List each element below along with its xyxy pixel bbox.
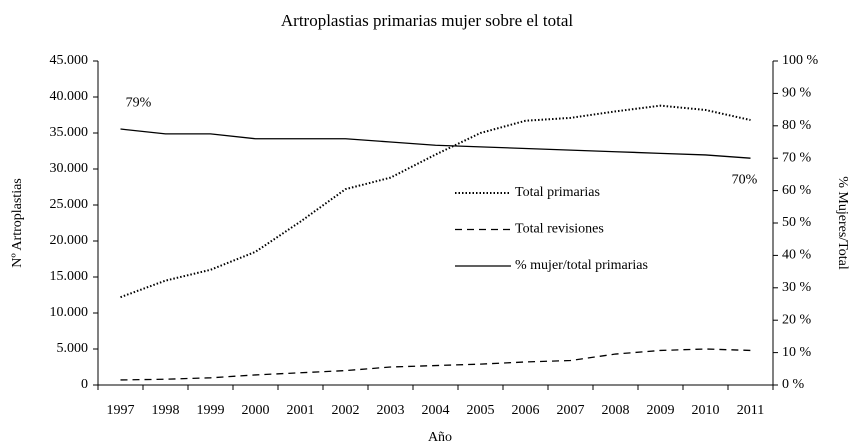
x-tick-label: 1998 [152, 403, 180, 418]
x-tick-label: 2009 [647, 403, 675, 418]
y2-tick-label: 40 % [782, 248, 812, 263]
x-tick-label: 2011 [737, 403, 764, 418]
y2-tick-label: 10 % [782, 345, 812, 360]
x-tick-label: 2006 [512, 403, 540, 418]
x-tick-label: 2008 [602, 403, 630, 418]
y2-axis-label: % Mujeres/Total [835, 176, 850, 270]
data-label: 70% [732, 172, 758, 187]
y2-tick-label: 100 % [782, 53, 819, 68]
legend-label: Total revisiones [515, 222, 604, 237]
y-tick-label: 40.000 [50, 89, 89, 104]
y2-tick-label: 50 % [782, 215, 812, 230]
chart-title: Artroplastias primarias mujer sobre el t… [281, 11, 573, 30]
y2-tick-label: 0 % [782, 377, 805, 392]
x-tick-label: 2007 [557, 403, 585, 418]
series-line [120, 128, 751, 159]
y-tick-label: 30.000 [50, 161, 89, 176]
x-tick-label: 2004 [422, 403, 450, 418]
x-tick-label: 1997 [107, 403, 135, 418]
y-tick-label: 5.000 [57, 341, 89, 356]
y-tick-label: 0 [81, 377, 88, 392]
legend-label: Total primarias [515, 185, 600, 200]
y-tick-label: 10.000 [50, 305, 89, 320]
y-axis-label: Nº Artroplastias [10, 178, 25, 268]
x-axis-label: Año [428, 430, 452, 445]
y2-tick-label: 30 % [782, 280, 812, 295]
y-tick-label: 25.000 [50, 197, 89, 212]
legend-label: % mujer/total primarias [515, 258, 648, 273]
y-tick-label: 20.000 [50, 233, 89, 248]
y2-tick-label: 80 % [782, 118, 812, 133]
x-tick-label: 2010 [692, 403, 720, 418]
y-tick-label: 15.000 [50, 269, 89, 284]
y2-tick-label: 60 % [782, 183, 812, 198]
data-label: 79% [126, 95, 152, 110]
x-tick-label: 2003 [377, 403, 405, 418]
y2-tick-label: 90 % [782, 86, 812, 101]
y-tick-label: 35.000 [50, 125, 89, 140]
series-line [120, 348, 751, 381]
x-tick-label: 1999 [197, 403, 225, 418]
y2-tick-label: 20 % [782, 312, 812, 327]
x-tick-label: 2002 [332, 403, 360, 418]
x-tick-label: 2001 [287, 403, 315, 418]
x-tick-label: 2000 [242, 403, 270, 418]
x-tick-label: 2005 [467, 403, 495, 418]
y2-tick-label: 70 % [782, 150, 812, 165]
y-tick-label: 45.000 [50, 53, 89, 68]
